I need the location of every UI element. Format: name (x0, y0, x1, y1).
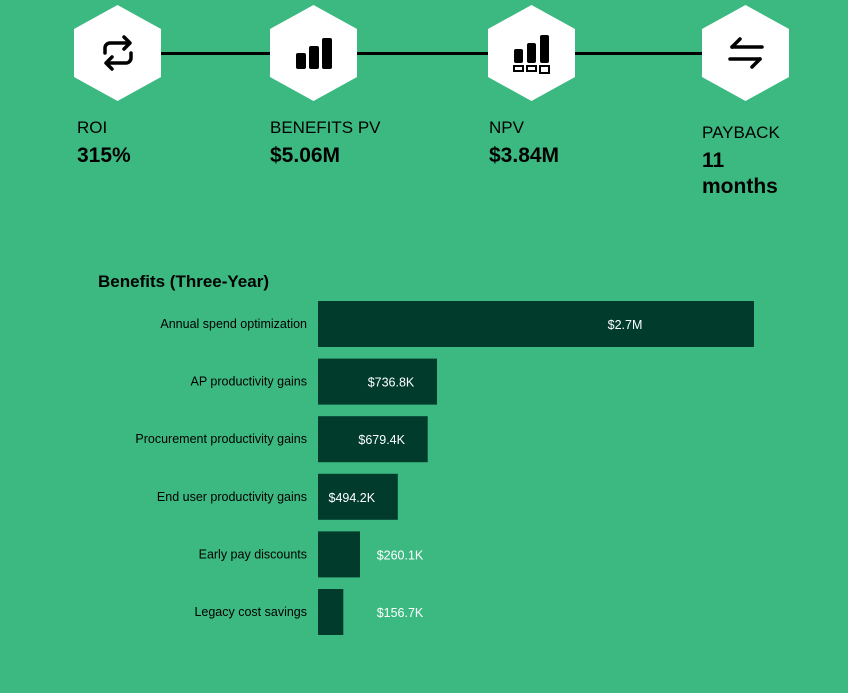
data-label: $156.7K (377, 606, 424, 620)
bar (318, 358, 437, 405)
category-label: Annual spend optimization (160, 317, 307, 331)
kpi-payback-label: PAYBACK (702, 123, 780, 142)
kpi-benefits-pv-label: BENEFITS PV (270, 118, 381, 137)
bar-chart-icon (295, 38, 332, 69)
category-label: Early pay discounts (199, 547, 307, 561)
data-label: $260.1K (377, 548, 424, 562)
category-label: AP productivity gains (191, 375, 308, 389)
chart-title: Benefits (Three-Year) (98, 272, 269, 291)
swap-arrows-icon (727, 37, 764, 69)
data-label: $736.8K (368, 376, 415, 390)
category-label: End user productivity gains (157, 490, 307, 504)
data-label: $679.4K (358, 433, 405, 447)
kpi-roi-value: 315% (77, 144, 131, 167)
kpi-npv-hexagon (488, 5, 575, 101)
bar (318, 531, 361, 578)
kpi-npv-label: NPV (489, 118, 524, 137)
kpi-roi-hexagon (74, 5, 161, 101)
kpi-benefits-pv-hexagon (270, 5, 357, 101)
kpi-payback-value: 11 months (702, 149, 778, 198)
kpi-npv-value: $3.84M (489, 144, 560, 167)
bar (318, 416, 428, 463)
category-label: Procurement productivity gains (135, 432, 307, 446)
bar (318, 589, 344, 635)
category-label: Legacy cost savings (194, 605, 307, 619)
kpi-roi-label: ROI (77, 118, 108, 137)
kpi-payback-hexagon (702, 5, 789, 101)
kpi-benefits-pv-value: $5.06M (270, 144, 341, 167)
kpi-connector-line (118, 52, 748, 55)
repeat-icon (102, 35, 133, 71)
data-label: $494.2K (329, 491, 376, 505)
bar-chart-boxes-icon (512, 35, 550, 74)
bar (318, 473, 398, 520)
bar (318, 301, 754, 347)
data-label: $2.7M (608, 318, 643, 332)
